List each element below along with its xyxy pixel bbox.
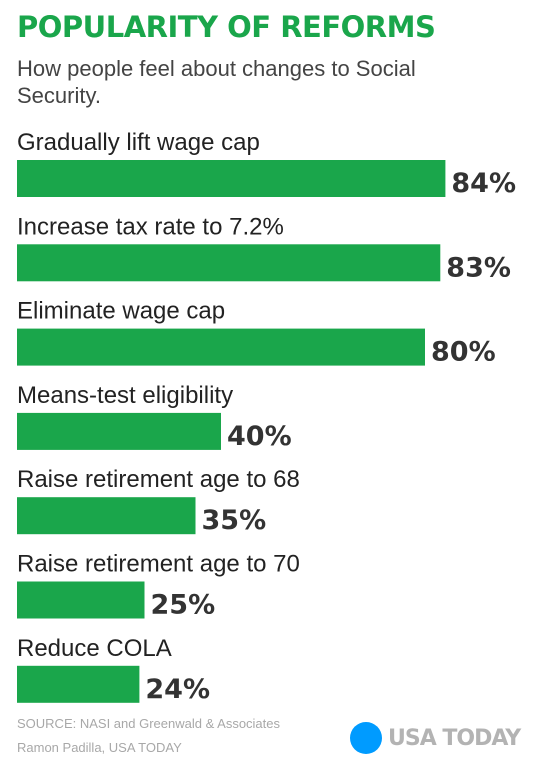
chart-title: POPULARITY OF REFORMS (17, 10, 436, 44)
usa-today-logo: USA TODAY (350, 722, 521, 754)
source-note: SOURCE: NASI and Greenwald & Associates (17, 716, 281, 731)
usa-today-dot-icon (350, 722, 382, 754)
category-label: Reduce COLA (17, 635, 172, 662)
chart-subtitle: How people feel about changes to Social … (17, 56, 416, 108)
value-label: 40% (227, 421, 292, 452)
category-label: Raise retirement age to 68 (17, 466, 300, 493)
value-label: 25% (151, 590, 216, 621)
bar (17, 665, 140, 703)
category-label: Means-test eligibility (17, 382, 233, 409)
bar (17, 581, 145, 619)
bar (17, 160, 446, 197)
category-label: Eliminate wage cap (17, 298, 225, 325)
bar (17, 497, 196, 535)
category-label: Gradually lift wage cap (17, 129, 260, 156)
logo-text: USA TODAY (388, 725, 521, 751)
value-label: 84% (451, 168, 516, 199)
value-label: 24% (145, 674, 210, 705)
bar (17, 412, 221, 450)
category-label: Raise retirement age to 70 (17, 551, 300, 578)
value-label: 83% (446, 252, 511, 283)
value-label: 35% (202, 505, 267, 536)
bar (17, 244, 441, 282)
category-label: Increase tax rate to 7.2% (17, 213, 284, 240)
credit-note: Ramon Padilla, USA TODAY (17, 740, 182, 755)
bar-chart: Gradually lift wage cap 84% Increase tax r… (17, 129, 516, 705)
value-label: 80% (431, 337, 496, 368)
bar (17, 328, 425, 366)
